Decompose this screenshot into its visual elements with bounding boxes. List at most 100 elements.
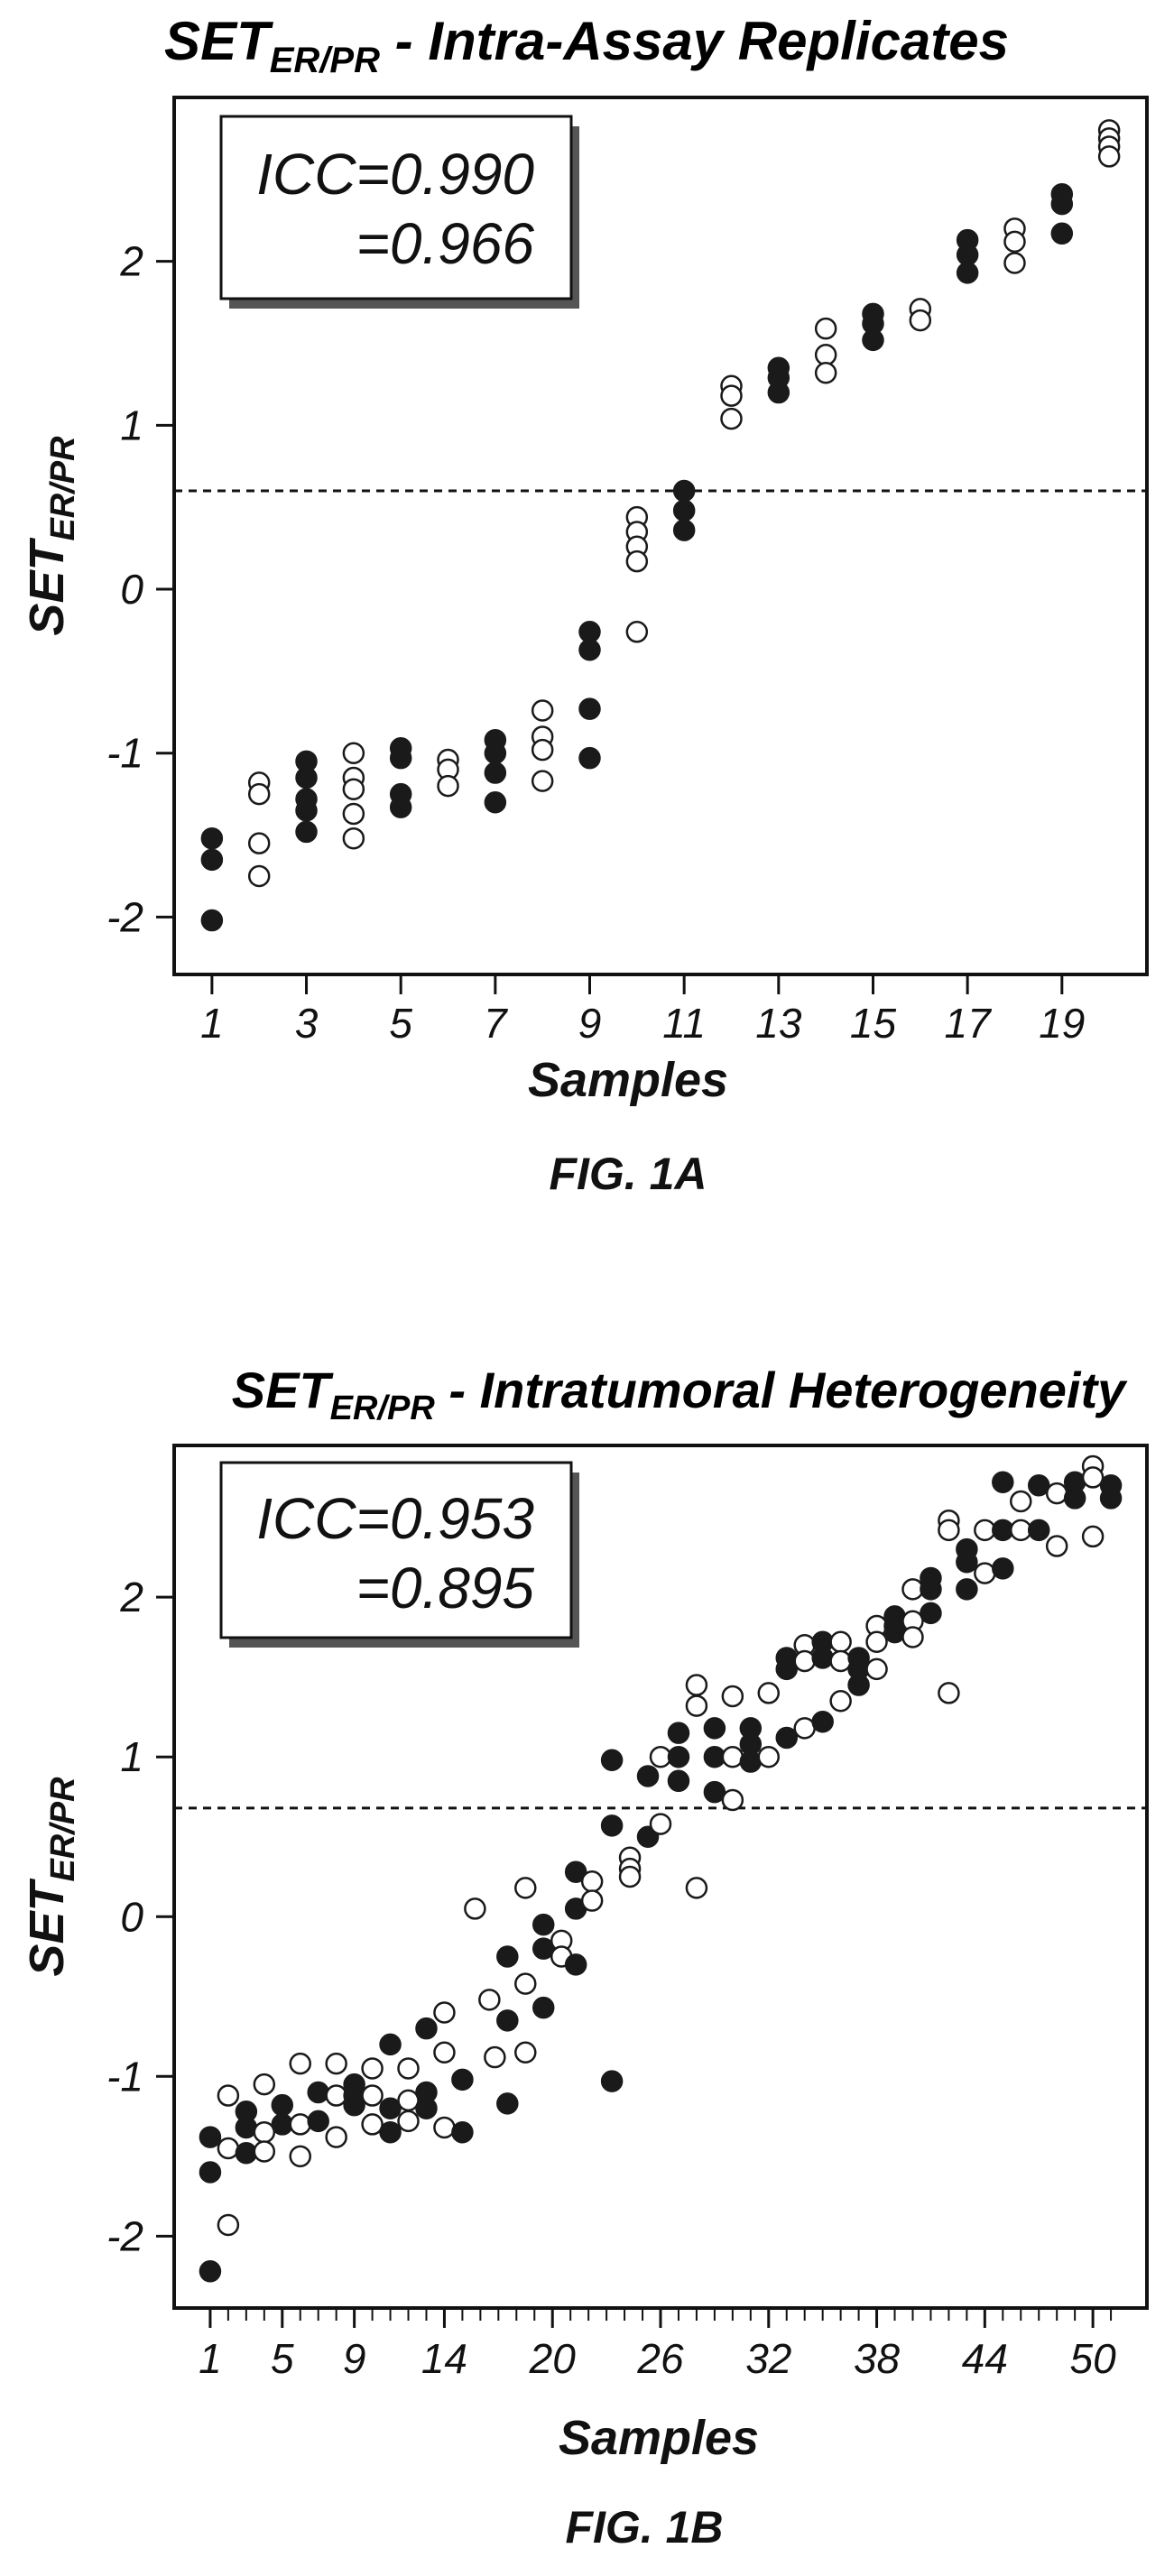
chart-1a-x-tick-label: 7 <box>484 1000 508 1047</box>
chart-1b-filled-point <box>600 2070 624 2092</box>
chart-1a-filled-point <box>389 746 412 770</box>
chart-1b-open-point <box>397 2110 420 2133</box>
chart-1b-filled-point <box>883 1620 906 1644</box>
chart-1b-open-point <box>325 2052 347 2075</box>
chart-1b-open-point <box>514 1877 537 1899</box>
chart-1b-filled-point <box>636 1765 660 1787</box>
chart-1b-filled-point <box>451 2121 474 2144</box>
chart-1b-open-point <box>217 2084 240 2107</box>
chart-1b-open-point <box>580 1870 604 1893</box>
chart-1b-open-point <box>484 2045 506 2069</box>
chart-1a-y-tick-label: 2 <box>119 238 143 285</box>
chart-1b-open-point <box>685 1674 708 1696</box>
chart-1b-open-point <box>464 1897 486 1920</box>
chart-1a-open-point <box>625 549 649 573</box>
chart-1b-open-point <box>289 2052 311 2075</box>
chart-1a-y-tick-label: -1 <box>106 730 143 777</box>
chart-1b-x-axis-label: Samples <box>559 2411 759 2465</box>
chart-1a-open-point <box>342 778 365 800</box>
chart-1a-open-point <box>814 361 837 384</box>
chart-1b-filled-point <box>496 1945 519 1968</box>
chart-1b-open-point <box>433 2001 456 2024</box>
chart-1a-open-point <box>531 699 554 722</box>
chart-1b-filled-point <box>496 2092 519 2115</box>
chart-1b-filled-point <box>667 1769 690 1793</box>
chart-1b-open-point <box>865 1630 888 1654</box>
chart-1b-open-point <box>865 1657 888 1681</box>
chart-1a-x-tick-label: 17 <box>945 1000 993 1047</box>
chart-1b-open-point <box>514 1972 537 1995</box>
chart-1a-filled-point <box>578 639 601 661</box>
chart-1b-open-point <box>217 2213 240 2237</box>
chart-1b-filled-point <box>811 1647 834 1669</box>
chart-1b-open-point <box>325 2084 347 2107</box>
chart-1b-filled-point <box>956 1578 978 1601</box>
chart-1b-filled-point <box>307 2110 329 2133</box>
chart-1b-filled-point <box>703 1745 726 1768</box>
chart-1b-open-point <box>217 2137 240 2160</box>
chart-1b-filled-point <box>343 2093 365 2117</box>
chart-1a-filled-point <box>1050 222 1074 245</box>
chart-1a-filled-point <box>200 848 224 872</box>
chart-1a-filled-point <box>767 381 790 404</box>
chart-1b-open-point <box>361 2084 384 2107</box>
chart-1a-y-tick-label: 1 <box>120 402 143 448</box>
chart-1a-x-tick-label: 15 <box>850 1000 897 1047</box>
chart-1a-filled-point <box>956 262 979 284</box>
chart-1b-x-tick-label: 32 <box>745 2335 791 2382</box>
chart-1a-filled-point <box>295 799 318 822</box>
chart-1a-plot-area <box>172 96 1149 976</box>
chart-1a-title: SETER/PR - Intra-Assay Replicates <box>164 11 1009 80</box>
chart-1b-open-point <box>253 2140 276 2163</box>
chart-1b-filled-point <box>667 1722 690 1744</box>
chart-1b-open-point <box>649 1813 672 1835</box>
chart-1a-open-point <box>625 621 649 643</box>
chart-1a-x-tick-label: 11 <box>662 1000 706 1047</box>
chart-1b-open-point <box>433 2041 456 2064</box>
chart-1a-open-point <box>531 738 554 762</box>
chart-1b-open-point <box>1010 1519 1032 1542</box>
chart-1b-filled-point <box>307 2081 329 2104</box>
chart-1b-x-tick-label: 1 <box>199 2335 222 2382</box>
chart-1b-filled-point <box>992 1519 1014 1542</box>
chart-1b-filled-point <box>235 2116 258 2139</box>
chart-1b-y-tick-label: -1 <box>106 2053 143 2100</box>
chart-1b-icc-box: ICC=0.953 =0.895 <box>219 1461 579 1648</box>
chart-1b-points <box>199 1454 1123 2283</box>
chart-1b-filled-point <box>600 1749 624 1772</box>
chart-1a-filled-point <box>484 790 507 814</box>
chart-1b-x-tick-label: 44 <box>962 2335 1008 2382</box>
chart-1b-open-point <box>793 1717 816 1740</box>
chart-1b-open-point <box>1045 1482 1068 1505</box>
chart-1b-open-point <box>253 2073 276 2096</box>
chart-1b-filled-point <box>739 1750 763 1773</box>
chart-1a-filled-point <box>862 328 884 352</box>
chart-1a-filled-point <box>672 479 696 503</box>
chart-1b-filled-point <box>415 2017 438 2040</box>
chart-1a-open-point <box>437 774 459 798</box>
chart-1b-filled-point <box>235 2142 258 2165</box>
chart-1a-filled-point <box>578 621 601 643</box>
chart-1b-x-tick-label: 50 <box>1070 2335 1117 2382</box>
chart-1a-x-tick-label: 3 <box>295 1000 319 1047</box>
chart-1a-filled-point <box>200 909 224 932</box>
chart-1b-open-point <box>253 2121 276 2144</box>
chart-1a-filled-point <box>484 762 507 784</box>
chart-1b-filled-point <box>920 1578 942 1601</box>
chart-1b-open-point <box>793 1649 816 1673</box>
chart-1b-filled-point <box>920 1602 942 1625</box>
chart-1a-open-point <box>342 802 365 826</box>
chart-1a-x-tick-label: 19 <box>1039 1000 1085 1047</box>
chart-1b-open-point <box>325 2126 347 2148</box>
chart-1b-filled-point <box>532 1996 555 2019</box>
chart-1b-filled-point <box>379 2033 402 2056</box>
chart-1b-open-point <box>829 1690 852 1713</box>
chart-1b-open-point <box>649 1745 672 1768</box>
chart-1b-filled-point <box>532 1913 555 1936</box>
chart-1a-filled-point <box>672 519 696 541</box>
chart-1a-filled-point <box>389 796 412 818</box>
chart-1b-filled-point <box>992 1557 1014 1580</box>
chart-1b-filled-point <box>956 1550 978 1574</box>
